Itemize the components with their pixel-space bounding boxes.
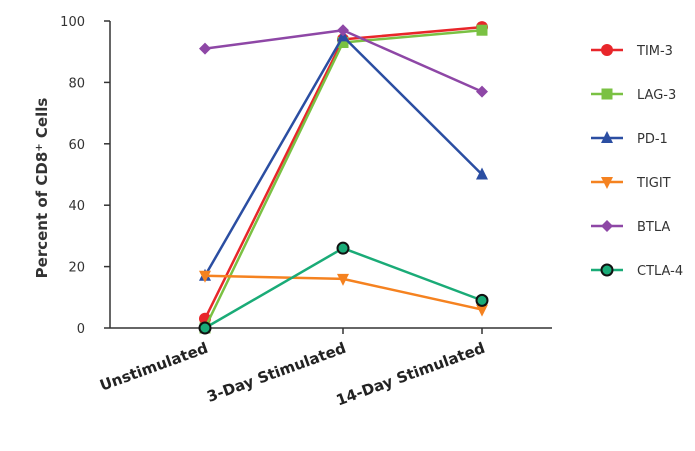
y-tick-label: 20 <box>68 261 85 276</box>
legend-item-pd-1: PD-1 <box>591 131 668 147</box>
y-tick-label: 80 <box>68 76 85 91</box>
legend-label-ctla-4: CTLA-4 <box>637 264 683 279</box>
data-point-lag-3 <box>476 24 488 36</box>
data-point-pd-1 <box>476 167 488 180</box>
legend-item-lag-3: LAG-3 <box>591 88 676 103</box>
y-tick-label: 100 <box>60 15 85 30</box>
legend-marker-tim-3 <box>601 44 613 56</box>
legend-label-btla: BTLA <box>637 220 670 235</box>
data-point-lag-3 <box>337 36 349 48</box>
series-tigit <box>199 270 488 317</box>
series-btla <box>199 24 488 98</box>
y-tick-label: 40 <box>68 199 85 214</box>
data-point-tigit <box>476 304 488 317</box>
x-tick-label: 3-Day Stimulated <box>205 339 349 406</box>
legend-item-tigit: TIGIT <box>591 176 671 191</box>
legend-marker-tigit <box>601 177 613 189</box>
data-point-tigit <box>337 273 349 286</box>
data-point-btla <box>337 24 349 37</box>
legend-label-tim-3: TIM-3 <box>636 44 673 59</box>
series-line-ctla-4 <box>204 246 483 330</box>
x-tick-label: 14-Day Stimulated <box>334 339 488 410</box>
data-point-ctla-4 <box>475 293 489 307</box>
data-point-ctla-4 <box>336 241 350 255</box>
legend-label-tigit: TIGIT <box>636 176 671 191</box>
y-ticks: 0 20 40 60 80 100 <box>60 15 110 337</box>
series-ctla-4 <box>198 241 489 335</box>
data-point-btla <box>199 42 211 55</box>
legend-marker-ctla-4 <box>600 263 614 277</box>
data-point-btla <box>476 85 488 98</box>
legend-item-tim-3: TIM-3 <box>591 44 673 59</box>
y-tick-label: 0 <box>77 322 85 337</box>
legend-label-pd-1: PD-1 <box>637 132 668 147</box>
y-axis-title: Percent of CD8+ Cells <box>33 98 51 279</box>
legend-label-lag-3: LAG-3 <box>637 88 676 103</box>
legend-item-btla: BTLA <box>591 220 670 235</box>
data-point-tigit <box>199 270 211 283</box>
legend: TIM-3 LAG-3 PD-1 TIGIT BTLA CTLA-4 <box>591 44 683 279</box>
y-tick-label: 60 <box>68 138 85 153</box>
x-tick-label: Unstimulated <box>97 339 210 395</box>
legend-item-ctla-4: CTLA-4 <box>591 263 683 279</box>
legend-marker-lag-3 <box>601 88 613 100</box>
series-layer <box>198 21 489 335</box>
legend-marker-btla <box>601 220 613 232</box>
data-point-ctla-4 <box>198 321 212 335</box>
legend-marker-pd-1 <box>601 131 613 143</box>
